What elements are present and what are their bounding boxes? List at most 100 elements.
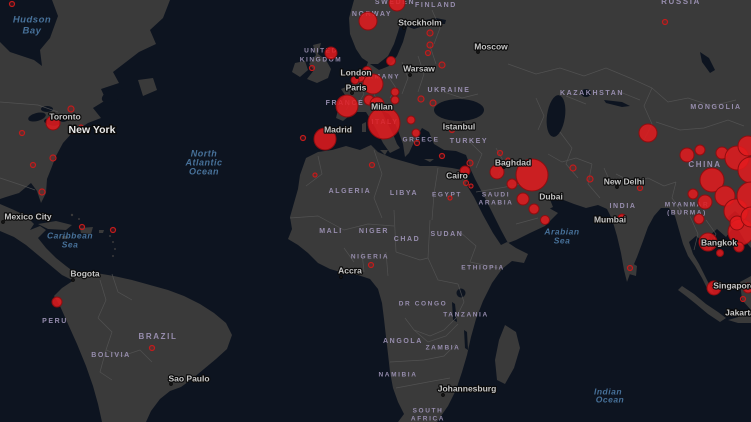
outbreak-marker[interactable] xyxy=(687,188,699,200)
outbreak-marker[interactable] xyxy=(313,127,337,151)
outbreak-marker[interactable] xyxy=(638,123,658,143)
outbreak-marker[interactable] xyxy=(699,167,725,193)
outbreak-marker[interactable] xyxy=(390,95,400,105)
outbreak-ring-marker[interactable] xyxy=(74,113,82,121)
city-dot xyxy=(441,393,445,397)
outbreak-ring-marker[interactable] xyxy=(8,0,16,8)
country-label: SOUTH xyxy=(413,408,444,415)
outbreak-marker[interactable] xyxy=(390,87,400,97)
outbreak-ring-marker[interactable] xyxy=(78,124,84,130)
outbreak-marker[interactable] xyxy=(324,46,338,60)
outbreak-ring-marker[interactable] xyxy=(148,344,156,352)
outbreak-ring-marker[interactable] xyxy=(636,184,644,192)
country-label: ETHIOPIA xyxy=(461,265,505,272)
outbreak-marker[interactable] xyxy=(706,280,722,296)
city-label: Warsaw xyxy=(403,63,435,73)
outbreak-ring-marker[interactable] xyxy=(569,164,577,172)
country-label: PERU xyxy=(42,318,68,325)
outbreak-ring-marker[interactable] xyxy=(18,129,26,137)
city-dot xyxy=(169,382,173,386)
outbreak-marker[interactable] xyxy=(694,144,706,156)
outbreak-ring-marker[interactable] xyxy=(299,134,307,142)
outbreak-marker[interactable] xyxy=(697,194,713,210)
ocean-label: Arabian xyxy=(543,226,579,236)
outbreak-ring-marker[interactable] xyxy=(462,179,470,187)
outbreak-marker[interactable] xyxy=(716,249,724,257)
outbreak-ring-marker[interactable] xyxy=(661,18,669,26)
outbreak-ring-marker[interactable] xyxy=(739,295,747,303)
outbreak-marker[interactable] xyxy=(698,232,718,252)
outbreak-marker[interactable] xyxy=(693,213,705,225)
outbreak-marker[interactable] xyxy=(45,115,61,131)
city-dot xyxy=(476,50,480,54)
outbreak-ring-marker[interactable] xyxy=(468,183,474,189)
city-dot xyxy=(71,278,75,282)
ocean-label: Ocean xyxy=(189,166,219,176)
outbreak-marker[interactable] xyxy=(459,165,471,177)
outbreak-marker[interactable] xyxy=(51,296,63,308)
city-label: Paris xyxy=(346,82,367,92)
outbreak-ring-marker[interactable] xyxy=(368,161,376,169)
outbreak-marker[interactable] xyxy=(617,213,627,223)
city-dot xyxy=(540,196,544,200)
city-dot xyxy=(339,275,343,279)
ocean-label: Indian xyxy=(594,386,622,396)
outbreak-ring-marker[interactable] xyxy=(67,105,75,113)
outbreak-ring-marker[interactable] xyxy=(38,188,46,196)
outbreak-ring-marker[interactable] xyxy=(367,261,375,269)
country-label: CHINA xyxy=(688,160,721,169)
outbreak-marker[interactable] xyxy=(411,128,421,138)
outbreak-ring-marker[interactable] xyxy=(505,157,511,163)
city-label: Mexico City xyxy=(4,211,52,221)
outbreak-marker[interactable] xyxy=(737,156,751,184)
outbreak-marker[interactable] xyxy=(386,56,396,66)
outbreak-marker[interactable] xyxy=(489,164,505,180)
outbreak-ring-marker[interactable] xyxy=(426,41,434,49)
outbreak-ring-marker[interactable] xyxy=(447,195,453,201)
city-label: New York xyxy=(69,124,116,136)
outbreak-marker[interactable] xyxy=(742,282,751,294)
outbreak-marker[interactable] xyxy=(679,147,695,163)
outbreak-ring-marker[interactable] xyxy=(78,223,86,231)
outbreak-marker[interactable] xyxy=(737,135,751,157)
outbreak-ring-marker[interactable] xyxy=(438,61,446,69)
outbreak-marker[interactable] xyxy=(528,203,540,215)
outbreak-ring-marker[interactable] xyxy=(586,175,594,183)
ocean-label: Sea xyxy=(554,235,571,245)
ocean-label: Bay xyxy=(23,26,42,37)
outbreak-ring-marker[interactable] xyxy=(49,154,57,162)
outbreak-ring-marker[interactable] xyxy=(429,99,437,107)
outbreak-ring-marker[interactable] xyxy=(308,64,316,72)
outbreak-ring-marker[interactable] xyxy=(626,264,634,272)
outbreak-marker[interactable] xyxy=(362,73,384,95)
outbreak-ring-marker[interactable] xyxy=(312,172,318,178)
outbreak-ring-marker[interactable] xyxy=(448,126,456,134)
outbreak-marker[interactable] xyxy=(388,0,406,12)
outbreak-marker[interactable] xyxy=(736,181,751,211)
outbreak-marker[interactable] xyxy=(733,241,745,253)
outbreak-ring-marker[interactable] xyxy=(29,161,37,169)
outbreak-ring-marker[interactable] xyxy=(417,95,425,103)
country-label: LIBYA xyxy=(390,190,418,197)
outbreak-marker[interactable] xyxy=(740,206,751,228)
outbreak-ring-marker[interactable] xyxy=(466,159,474,167)
outbreak-marker[interactable] xyxy=(406,115,416,125)
outbreak-marker[interactable] xyxy=(358,11,378,31)
outbreak-marker[interactable] xyxy=(367,106,401,140)
outbreak-ring-marker[interactable] xyxy=(69,127,77,135)
outbreak-marker[interactable] xyxy=(335,94,359,118)
country-label: SUDAN xyxy=(431,231,464,238)
outbreak-ring-marker[interactable] xyxy=(424,49,432,57)
outbreak-ring-marker[interactable] xyxy=(496,149,504,157)
outbreak-ring-marker[interactable] xyxy=(438,152,446,160)
lakes-and-inland-seas xyxy=(0,0,715,350)
outbreak-ring-marker[interactable] xyxy=(109,226,117,234)
outbreak-ring-marker[interactable] xyxy=(413,139,421,147)
outbreak-marker[interactable] xyxy=(516,192,530,206)
outbreak-marker[interactable] xyxy=(506,178,518,190)
outbreak-ring-marker[interactable] xyxy=(426,29,434,37)
outbreak-marker[interactable] xyxy=(540,215,550,225)
country-label: KAZAKHSTAN xyxy=(560,90,624,97)
outbreak-marker[interactable] xyxy=(515,158,549,192)
